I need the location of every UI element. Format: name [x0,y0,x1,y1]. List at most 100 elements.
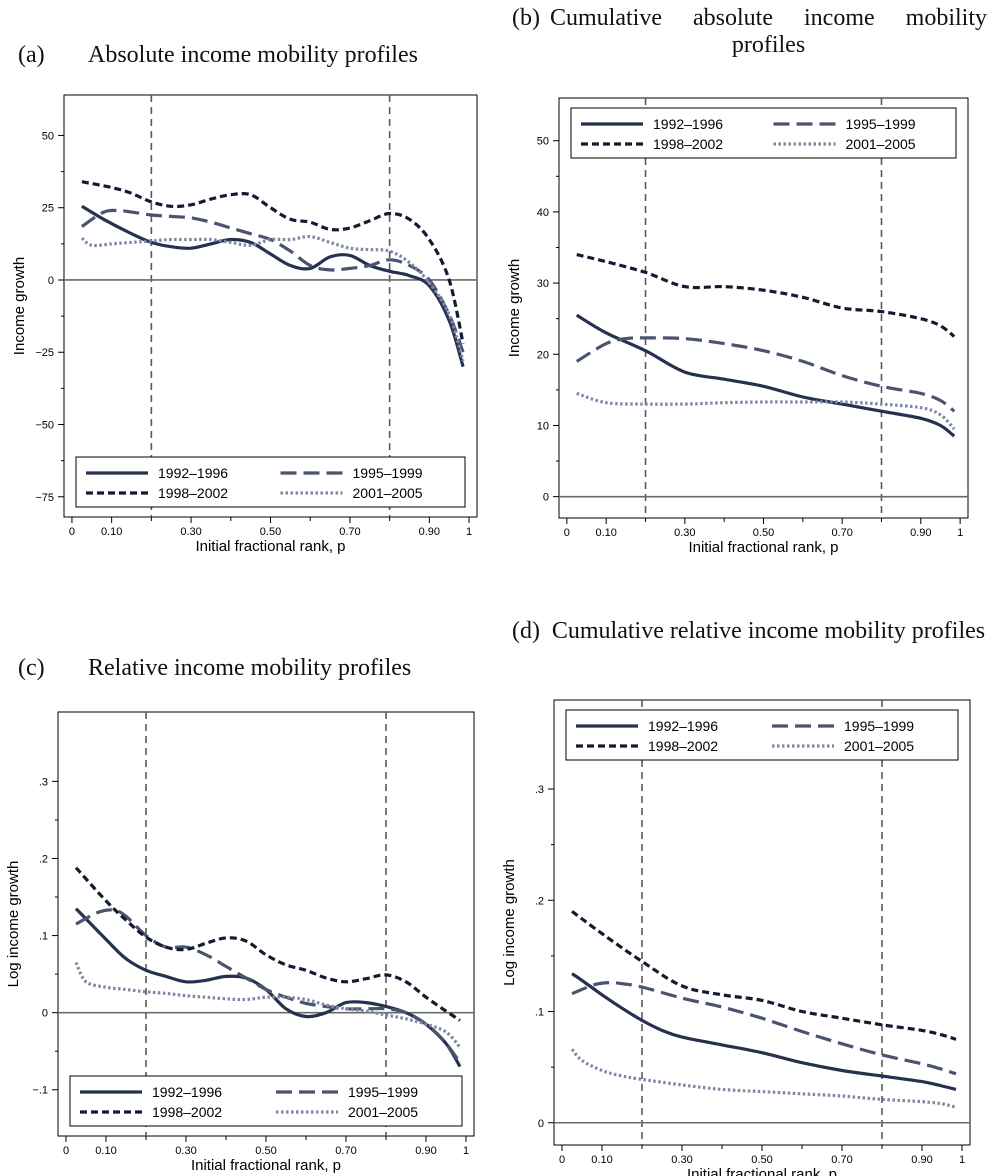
legend-label: 1998–2002 [152,1104,222,1120]
x-tick-label: 0.30 [175,1145,196,1157]
x-tick-label: 0.70 [831,527,852,539]
series-group [80,180,465,368]
legend-label: 1998–2002 [653,136,723,152]
x-axis-label: Initial fractional rank, p [687,1166,837,1176]
x-tick-label: 0.10 [591,1154,612,1166]
y-tick-label: −50 [35,420,54,432]
series-line-1992–1996 [571,972,957,1091]
legend: 1992–1996 1995–1999 1998–2002 2001–2005 [565,709,959,761]
y-tick-label: .3 [39,776,48,788]
caption-b-tag: (b) [512,5,540,31]
y-axis-label: Income growth [11,257,28,355]
x-tick-label: 0.90 [415,1145,436,1157]
legend-box [75,456,466,508]
series-line-1992–1996 [575,313,956,438]
y-tick-label: .2 [39,853,48,865]
x-tick-label: 0.30 [674,527,695,539]
series-line-1992–1996 [74,907,462,1068]
y-tick-label: 10 [537,420,549,432]
y-tick-label: 25 [42,203,54,215]
y-tick-label: .2 [535,895,544,907]
caption-a-tag: (a) [18,42,45,68]
x-tick-label: 0 [564,527,570,539]
legend-box [565,709,959,761]
series-group [570,910,957,1109]
legend-label: 1992–1996 [648,718,718,734]
legend: 1992–1996 1995–1999 1998–2002 2001–2005 [69,1075,463,1127]
caption-b-text: Cumulative absolute income mobility prof… [550,5,987,58]
x-tick-label: 0 [559,1154,565,1166]
series-line-1998–2002 [576,253,956,338]
series-group [575,253,956,438]
y-tick-label: .1 [39,931,48,943]
plot-frame [57,711,475,1137]
y-tick-label: 50 [42,130,54,142]
legend-box [69,1075,463,1127]
x-tick-label: 0 [63,1145,69,1157]
y-tick-label: −.1 [32,1085,48,1097]
x-tick-label: 0.90 [419,526,440,538]
x-tick-label: 0.10 [101,526,122,538]
caption-a: (a) Absolute income mobility profiles [18,42,488,69]
series-line-1998–2002 [74,866,461,1022]
y-tick-label: 0 [543,492,549,504]
x-tick-label: 1 [959,1154,965,1166]
series-line-1995–1999 [575,336,956,413]
caption-a-text: Absolute income mobility profiles [88,42,418,68]
legend: 1992–1996 1995–1999 1998–2002 2001–2005 [570,107,957,159]
x-tick-label: 0 [69,526,75,538]
legend: 1992–1996 1995–1999 1998–2002 2001–2005 [75,456,466,508]
legend-label: 2001–2005 [348,1104,418,1120]
x-tick-label: 0.90 [910,527,931,539]
caption-d: (d) Cumulative relative income mobility p… [512,618,987,645]
y-tick-label: 0 [42,1008,48,1020]
y-tick-label: 0 [538,1118,544,1130]
x-tick-label: 0.70 [339,526,360,538]
caption-c-tag: (c) [18,655,45,681]
caption-c: (c) Relative income mobility profiles [18,655,488,682]
legend-label: 1992–1996 [152,1084,222,1100]
y-axis-label: Income growth [506,259,523,357]
y-tick-label: 50 [537,136,549,148]
y-tick-label: .1 [535,1007,544,1019]
legend-label: 1995–1999 [844,718,914,734]
series-line-1995–1999 [571,980,957,1076]
plot-frame [63,94,478,518]
legend-label: 1992–1996 [158,465,228,481]
y-axis-label: Log income growth [5,861,22,988]
caption-d-tag: (d) [512,618,540,644]
x-tick-label: 0.10 [95,1145,116,1157]
y-tick-label: −75 [35,492,54,504]
series-line-2001–2005 [570,1048,957,1109]
x-axis-label: Initial fractional rank, p [688,539,838,556]
chart-a: −75 −50 −25 0 25 50 0 0.10 0.30 0.50 0.70 0.90 1 Init… [11,94,478,555]
y-tick-label: 30 [537,278,549,290]
x-tick-label: 0.10 [595,527,616,539]
legend-label: 2001–2005 [844,738,914,754]
caption-d-text: Cumulative relative income mobility prof… [551,618,986,644]
series-line-1995–1999 [75,908,462,1064]
x-axis-label: Initial fractional rank, p [195,538,345,555]
y-tick-label: −25 [35,347,54,359]
chart-d: 0 .1 .2 .3 0 0.10 0.30 0.50 0.70 0.90 1 Initial fra… [501,699,971,1176]
legend-label: 1992–1996 [653,116,723,132]
series-line-1998–2002 [81,180,465,344]
series-line-2001–2005 [74,961,462,1049]
x-axis-label: Initial fractional rank, p [191,1157,341,1174]
caption-c-text: Relative income mobility profiles [88,655,412,681]
chart-b: 0 10 20 30 40 50 0 0.10 0.30 0.50 0.70 0.90 1 Initial… [506,97,969,556]
x-tick-label: 0.50 [753,527,774,539]
plot-frame [558,97,969,519]
series-line-1992–1996 [81,204,465,368]
x-tick-label: 0.70 [831,1154,852,1166]
x-tick-label: 1 [466,526,472,538]
caption-b: (b) Cumulative absolute income mobility p… [512,5,987,59]
chart-c: −.1 0 .1 .2 .3 0 0.10 0.30 0.50 0.70 0.90 1 Initial … [5,711,475,1174]
y-axis-label: Log income growth [501,859,518,986]
legend-label: 1998–2002 [648,738,718,754]
series-line-2001–2005 [80,234,465,362]
x-tick-label: 0.30 [671,1154,692,1166]
legend-label: 1998–2002 [158,485,228,501]
series-line-1998–2002 [571,910,957,1041]
series-line-2001–2005 [576,391,956,431]
